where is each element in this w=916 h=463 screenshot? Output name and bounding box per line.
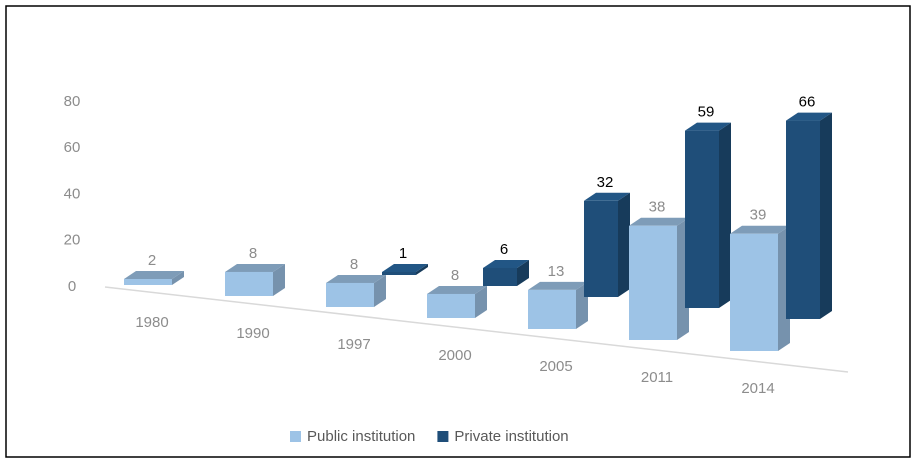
bar [483,267,517,286]
data-label: 8 [350,256,358,273]
legend-swatch [290,431,301,442]
bar-top [685,122,731,131]
x-tick-label: 2011 [641,369,673,386]
bar-top [730,225,790,234]
bar [326,282,374,307]
bar [225,271,273,296]
data-label: 8 [249,245,257,262]
data-label: 1 [399,245,407,262]
bar [629,225,677,340]
bar-top [382,263,428,272]
bar-side [618,192,630,297]
bar [382,271,416,275]
bar-top [528,281,588,290]
bar-top [326,274,386,283]
bar [124,278,172,285]
data-label: 6 [500,241,508,258]
bar-side [475,285,487,318]
data-label: 38 [649,199,666,216]
bar [427,293,475,318]
data-label: 8 [451,267,459,284]
data-label: 32 [597,174,614,191]
x-tick-label: 2005 [539,358,572,375]
y-tick-label: 40 [64,185,81,202]
data-label: 39 [750,207,767,224]
bar [528,289,576,329]
bar-top [483,259,529,268]
legend-swatch [437,431,449,442]
y-tick-label: 60 [64,139,81,156]
data-label: 13 [548,263,565,280]
bar-side [820,112,832,320]
base-line [104,286,849,373]
y-tick-label: 80 [64,93,81,110]
data-label: 66 [799,94,816,111]
bar-top [786,112,832,121]
x-tick-label: 2014 [741,380,774,397]
bar [786,120,820,320]
x-tick-label: 2000 [438,347,471,364]
bar-top [629,217,689,226]
y-tick-label: 0 [68,278,76,295]
data-label: 59 [698,104,715,121]
y-tick-label: 20 [64,232,81,249]
data-label: 2 [148,252,156,269]
x-tick-label: 1990 [236,325,269,342]
bar [685,130,719,308]
bar-top [584,192,630,201]
bar-top [124,270,184,279]
bar [584,200,618,297]
bar-side [172,270,184,285]
bar-side [416,263,428,275]
x-tick-label: 1997 [337,336,370,353]
bar-side [517,259,529,286]
bar-top [427,285,487,294]
bar [730,233,778,351]
bar-side [273,263,285,296]
legend-label: Public institution [307,428,415,445]
legend-label: Private institution [454,428,568,445]
x-tick-label: 1980 [135,314,168,331]
bar-side [719,122,731,308]
bar-top [225,263,285,272]
bar-side [374,274,386,307]
